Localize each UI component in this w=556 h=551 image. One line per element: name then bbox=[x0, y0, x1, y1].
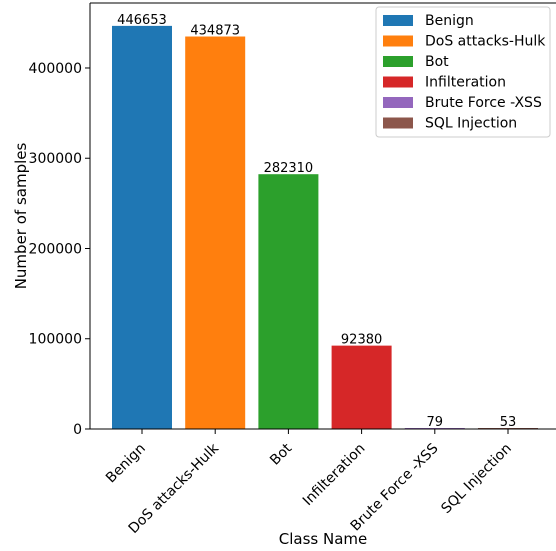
legend-swatch bbox=[383, 97, 413, 108]
y-ticks: 0 100000 200000 300000 400000 bbox=[29, 61, 90, 438]
legend-label: Brute Force -XSS bbox=[425, 95, 542, 111]
legend-label: Infilteration bbox=[425, 75, 506, 91]
bar-benign bbox=[112, 25, 172, 430]
bar-value-label: 446653 bbox=[117, 13, 167, 28]
bar-bot bbox=[258, 174, 319, 429]
bar-value-label: 53 bbox=[500, 415, 517, 430]
x-axis-label: Class Name bbox=[279, 530, 367, 548]
legend-swatch bbox=[383, 56, 413, 67]
legend-label: Benign bbox=[425, 13, 474, 29]
y-tick-label: 400000 bbox=[29, 61, 82, 77]
legend-swatch bbox=[383, 117, 413, 129]
bar-value-label: 282310 bbox=[264, 161, 314, 176]
y-tick-label: 0 bbox=[73, 422, 82, 438]
y-tick-label: 200000 bbox=[29, 241, 82, 257]
bar-value-label: 92380 bbox=[341, 333, 382, 348]
bar-value-label: 79 bbox=[427, 415, 444, 430]
legend-swatch bbox=[383, 35, 413, 47]
y-axis-label: Number of samples bbox=[12, 143, 30, 290]
legend-label: Bot bbox=[425, 54, 449, 70]
x-tick-label: Infilteration bbox=[300, 441, 369, 510]
bar-value-label: 434873 bbox=[190, 24, 240, 39]
x-tick-label: SQL Injection bbox=[438, 441, 515, 518]
legend-frame bbox=[375, 6, 551, 138]
x-tick-label: Benign bbox=[103, 441, 149, 487]
legend: Benign DoS attacks-Hulk Bot Infilteration Br… bbox=[375, 6, 551, 138]
bar-value-labels: 446653 434873 282310 92380 79 53 bbox=[117, 13, 516, 430]
legend-swatch bbox=[383, 15, 413, 26]
legend-swatch bbox=[383, 76, 413, 88]
y-tick-label: 100000 bbox=[29, 332, 82, 348]
bar-infilteration bbox=[331, 345, 392, 429]
legend-label: SQL Injection bbox=[425, 116, 517, 132]
y-tick-label: 300000 bbox=[29, 151, 82, 167]
x-tick-label: Bot bbox=[267, 440, 295, 468]
bar-dos-attacks-hulk bbox=[185, 36, 246, 429]
axes bbox=[89, 2, 556, 430]
legend-label: DoS attacks-Hulk bbox=[425, 34, 546, 50]
